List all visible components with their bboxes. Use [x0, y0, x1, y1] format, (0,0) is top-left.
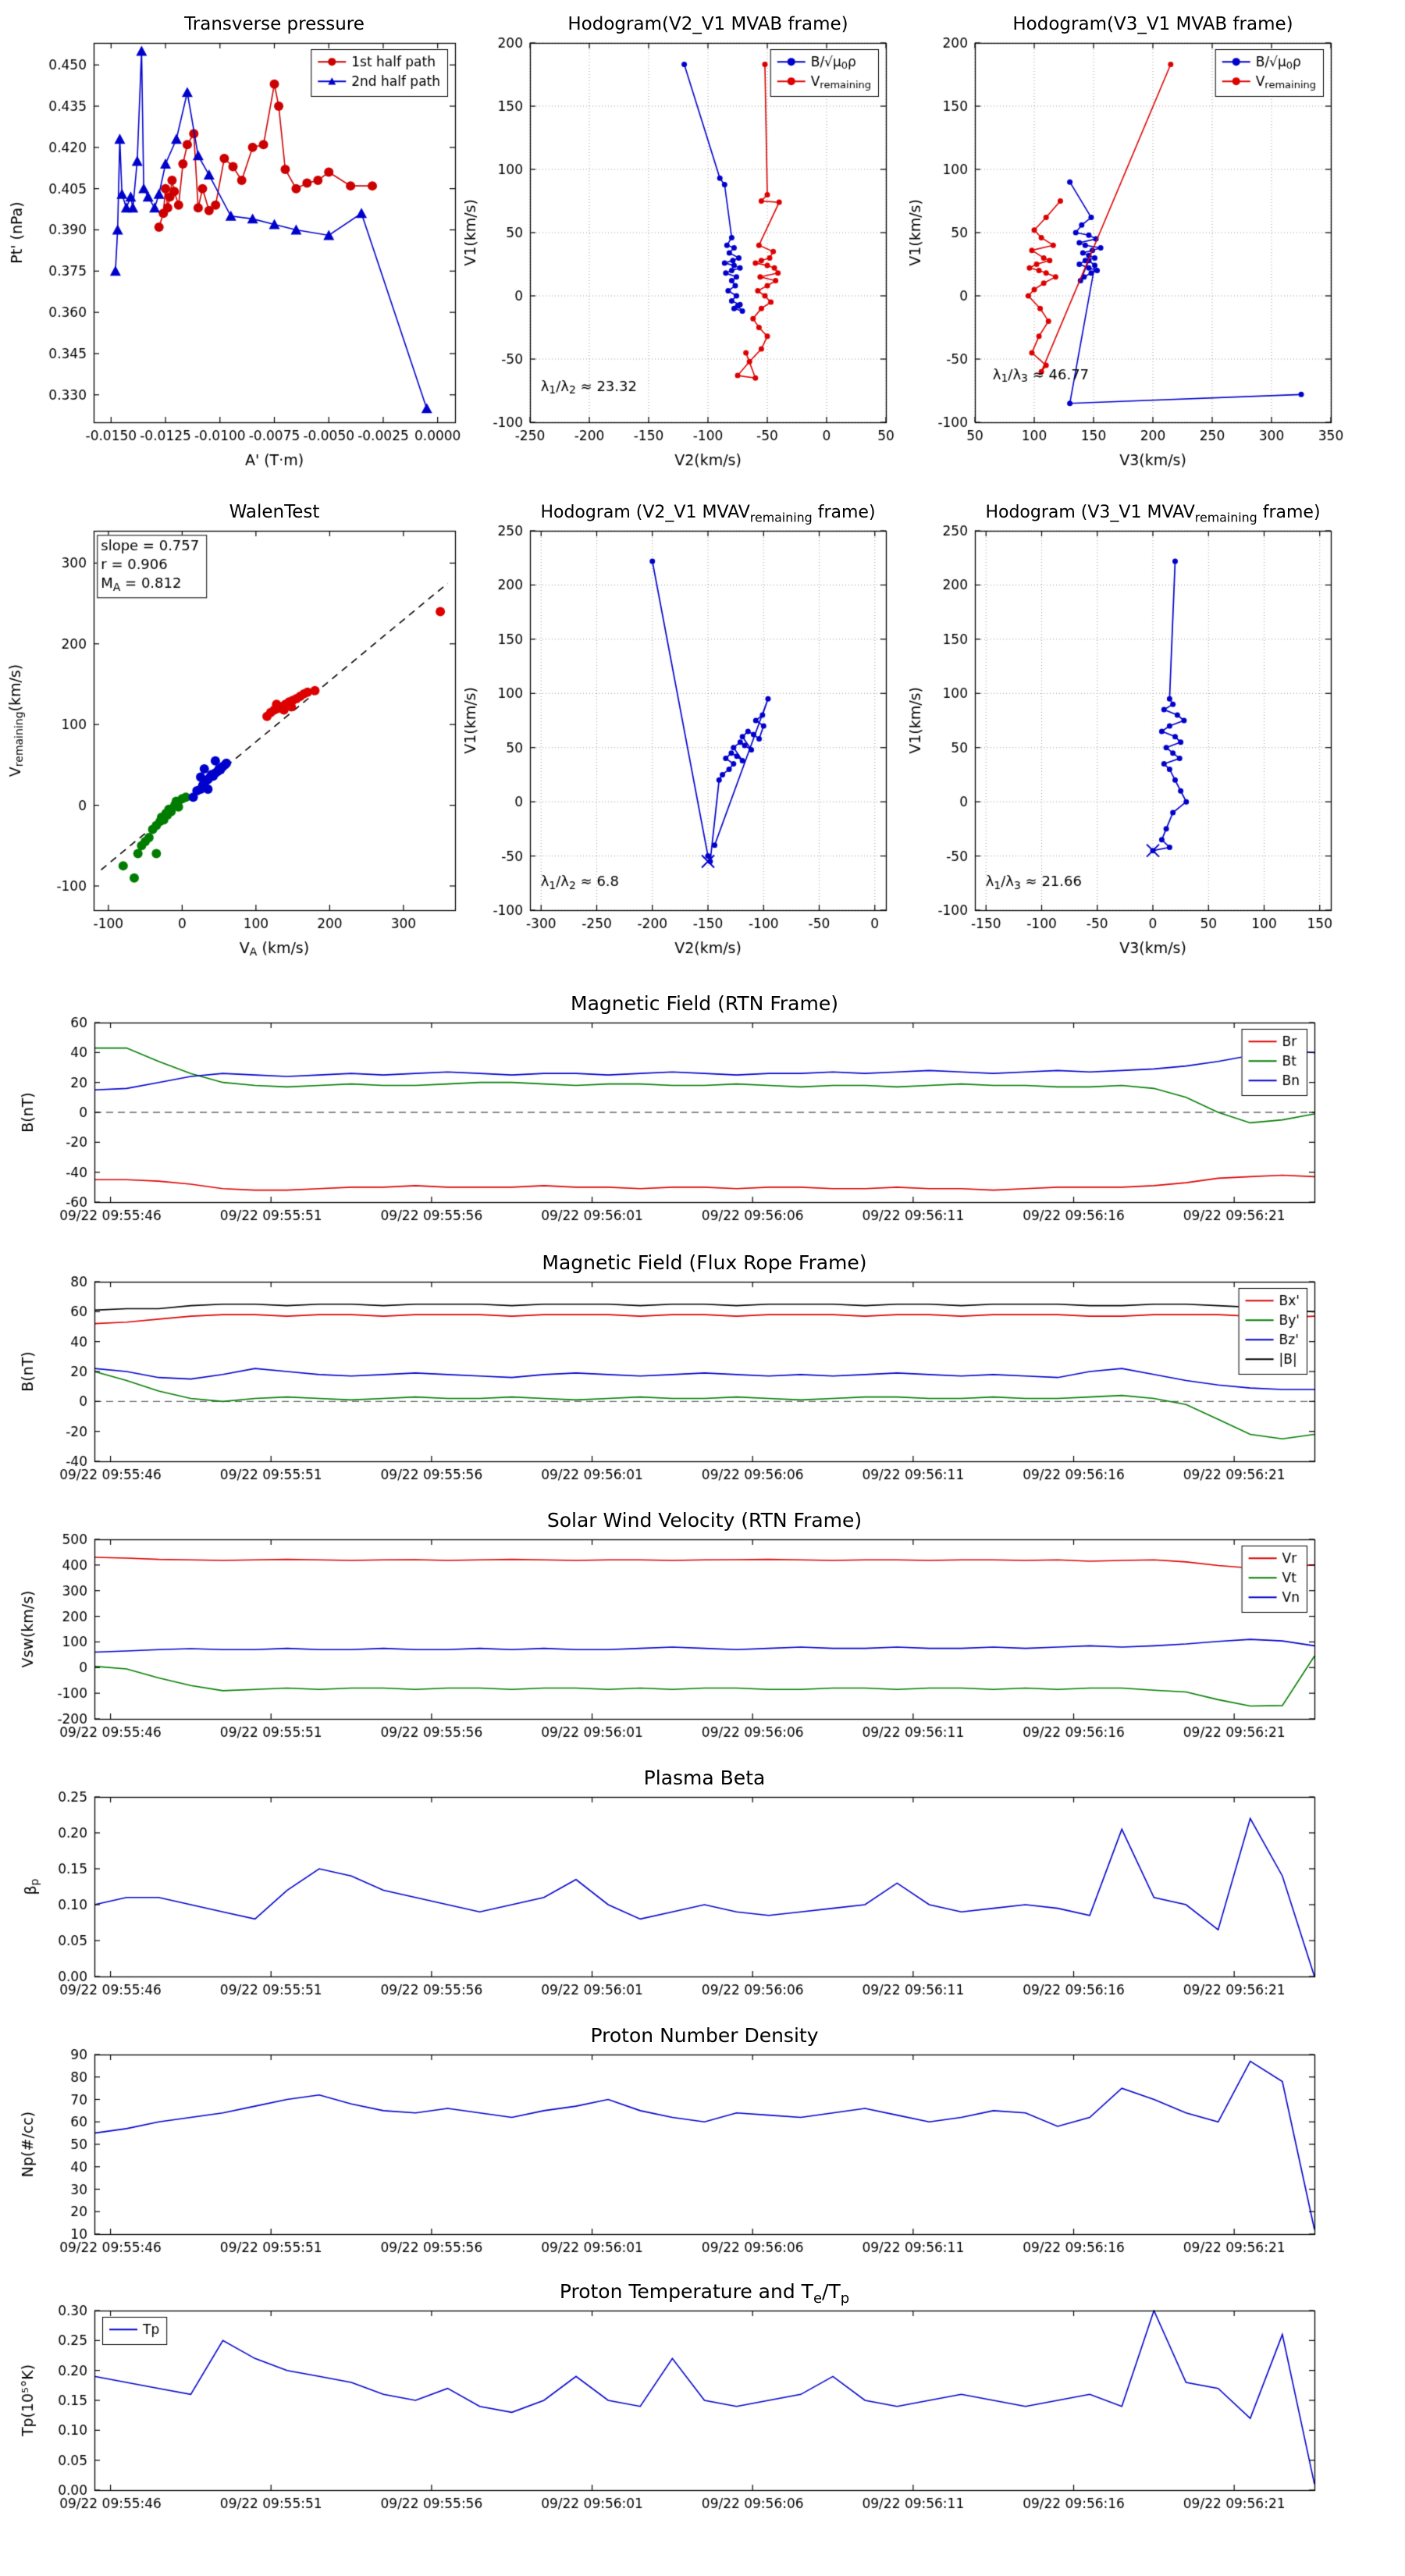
- magnetic-field-rtn-chart: [0, 980, 1405, 1243]
- walen-test-chart: [0, 492, 464, 974]
- proton-number-density-chart: [0, 2012, 1405, 2275]
- transverse-pressure-chart: [0, 6, 464, 484]
- hodogram-v2v1-mvab-chart: [464, 6, 905, 484]
- hodogram-v3v1-mvav-chart: [909, 492, 1350, 974]
- magnetic-field-flux-rope-title: Magnetic Field (Flux Rope Frame): [542, 1251, 867, 1274]
- solar-wind-velocity-title: Solar Wind Velocity (RTN Frame): [546, 1509, 863, 1532]
- magnetic-field-rtn-title: Magnetic Field (RTN Frame): [571, 992, 838, 1015]
- proton-temperature-title: Proton Temperature and Te/Tp: [559, 2280, 850, 2307]
- hodogram-v2v1-mvab-title: Hodogram(V2_V1 MVAB frame): [567, 14, 848, 34]
- hodogram-v3v1-mvab-title: Hodogram(V3_V1 MVAB frame): [1012, 14, 1293, 34]
- transverse-pressure-title: Transverse pressure: [184, 14, 365, 34]
- hodogram-v3v1-mvav-title: Hodogram (V3_V1 MVAVremaining frame): [985, 503, 1321, 525]
- plasma-beta-title: Plasma Beta: [643, 1767, 766, 1789]
- hodogram-v3v1-mvab-chart: [909, 6, 1350, 484]
- proton-temperature-chart: [0, 2268, 1405, 2534]
- walen-test-title: WalenTest: [229, 502, 320, 522]
- magnetic-field-flux-rope-chart: [0, 1240, 1405, 1502]
- plasma-beta-chart: [0, 1755, 1405, 2017]
- solar-wind-velocity-chart: [0, 1497, 1405, 1759]
- hodogram-v2v1-mvav-chart: [464, 492, 905, 974]
- hodogram-v2v1-mvav-title: Hodogram (V2_V1 MVAVremaining frame): [540, 503, 876, 525]
- proton-number-density-title: Proton Number Density: [590, 2024, 819, 2047]
